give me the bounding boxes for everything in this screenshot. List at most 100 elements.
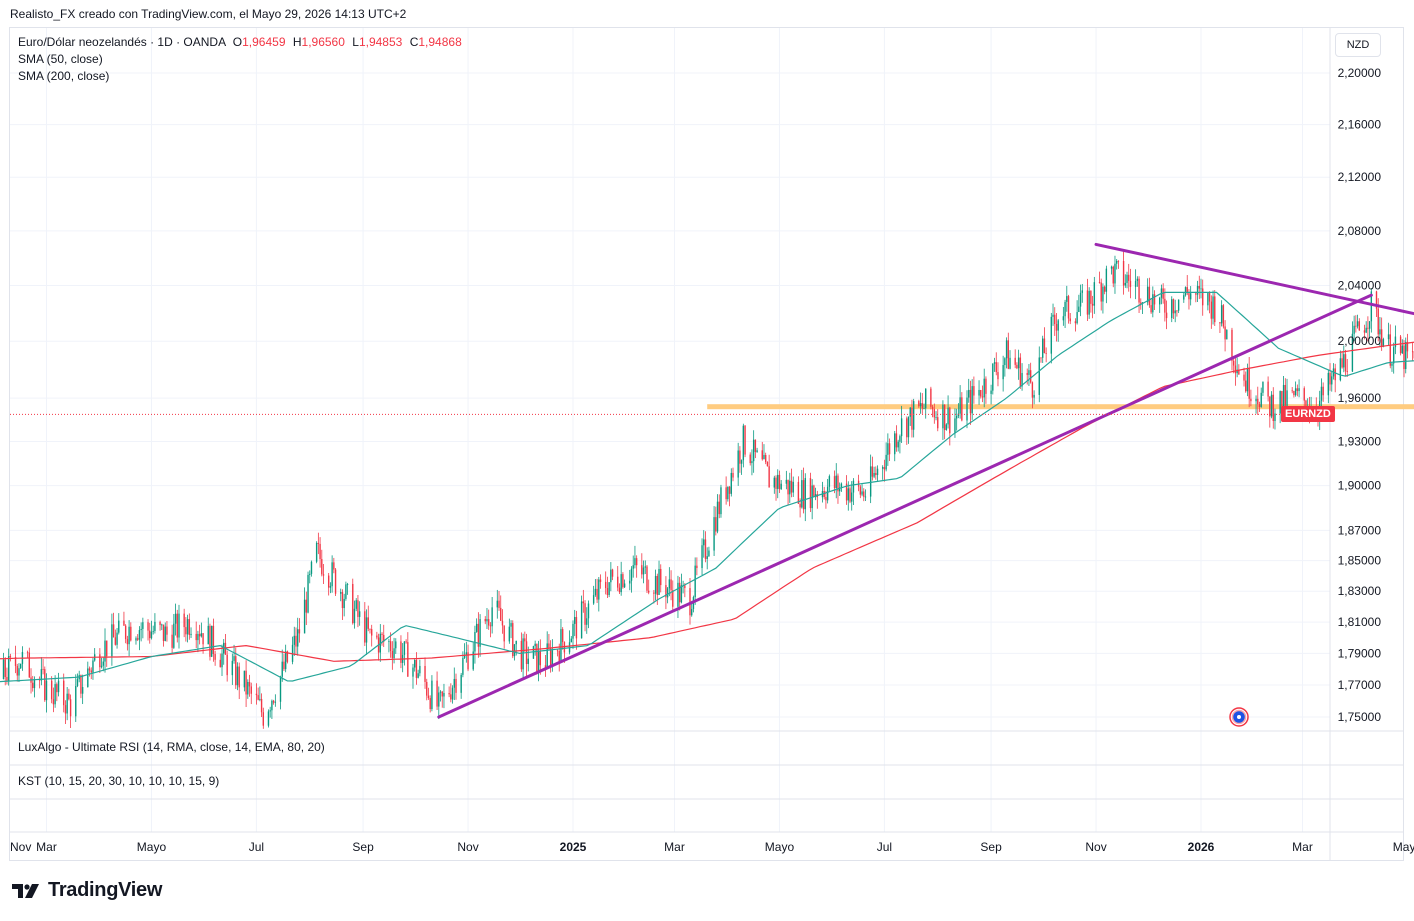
candle-528 <box>1110 265 1113 275</box>
candle-175 <box>259 686 261 702</box>
candle-617 <box>1322 382 1324 402</box>
candle-377 <box>744 424 746 458</box>
tradingview-logo-text: TradingView <box>48 879 163 901</box>
candle-397 <box>792 476 794 497</box>
candle-437 <box>888 438 891 461</box>
candle-339 <box>654 569 657 601</box>
candle-462 <box>949 406 951 446</box>
candle-650 <box>1403 340 1405 378</box>
legend-open-label: O <box>232 35 243 49</box>
candle-85 <box>42 658 44 675</box>
candle-546 <box>1152 286 1154 318</box>
candle-485 <box>1005 337 1008 369</box>
candle-386 <box>766 461 769 467</box>
candle-349 <box>678 577 681 611</box>
indicator-kst-title[interactable]: KST (10, 15, 20, 30, 10, 10, 10, 15, 9) <box>18 774 220 788</box>
candle-634 <box>1365 321 1367 334</box>
candle-385 <box>765 452 767 465</box>
candle-272 <box>491 597 493 634</box>
candle-469 <box>968 378 970 403</box>
candle-486 <box>1007 332 1009 370</box>
candle-573 <box>1219 322 1221 334</box>
candle-104 <box>88 666 91 677</box>
candle-579 <box>1232 357 1235 374</box>
candle-601 <box>1284 378 1287 411</box>
candle-345 <box>668 567 671 597</box>
candle-264 <box>474 625 476 664</box>
x-tick-4: Jul <box>249 840 264 854</box>
candle-180 <box>271 699 273 720</box>
candle-275 <box>500 595 502 622</box>
candle-309 <box>582 589 585 613</box>
candle-118 <box>123 611 125 626</box>
candle-323 <box>617 566 619 592</box>
candle-535 <box>1126 271 1128 289</box>
candle-548 <box>1159 296 1161 313</box>
candle-640 <box>1379 316 1381 347</box>
candle-134 <box>161 623 163 631</box>
candle-190 <box>295 627 297 654</box>
candle-412 <box>828 474 831 492</box>
chart-frame <box>9 27 1404 861</box>
x-tick-3: Mayo <box>137 840 167 854</box>
candle-148 <box>195 621 197 649</box>
candle-365 <box>716 494 719 534</box>
candle-211 <box>345 581 347 601</box>
candle-317 <box>599 574 602 589</box>
indicator-rsi-title[interactable]: LuxAlgo - Ultimate RSI (14, RMA, close, … <box>18 740 325 754</box>
y-tick-8: 1,90000 <box>1338 479 1382 493</box>
candle-558 <box>1183 292 1185 303</box>
currency-selector[interactable]: NZD <box>1335 33 1381 57</box>
y-tick-15: 1,75000 <box>1338 710 1382 724</box>
candle-503 <box>1050 312 1053 364</box>
symbol-price-tag: EURNZD <box>1281 406 1335 423</box>
tradingview-logo[interactable]: TradingView <box>12 879 162 902</box>
candle-240 <box>415 652 418 685</box>
candle-202 <box>322 563 325 585</box>
candle-219 <box>365 609 368 655</box>
candle-218 <box>364 602 366 647</box>
candle-322 <box>611 568 614 581</box>
candle-195 <box>307 571 309 614</box>
candle-608 <box>1303 386 1305 411</box>
candle-238 <box>412 663 414 689</box>
events-icon[interactable] <box>1229 707 1249 727</box>
candle-172 <box>250 682 252 705</box>
candle-343 <box>665 576 667 610</box>
sma200-layer <box>0 341 1414 662</box>
candle-595 <box>1270 391 1273 419</box>
candle-174 <box>257 687 259 701</box>
candle-80 <box>30 668 32 694</box>
candle-402 <box>804 473 806 522</box>
legend-sma200[interactable]: SMA (200, close) <box>18 69 110 83</box>
candle-420 <box>849 486 851 504</box>
candle-94 <box>64 700 67 724</box>
candle-524 <box>1100 278 1102 311</box>
y-tick-7: 1,93000 <box>1338 434 1382 448</box>
candle-554 <box>1172 298 1175 320</box>
candle-116 <box>116 627 118 649</box>
candle-114 <box>112 612 115 638</box>
x-tick-15: Mayo <box>1393 840 1414 854</box>
candle-252 <box>443 683 445 709</box>
candle-86 <box>44 666 46 702</box>
candle-374 <box>739 446 741 473</box>
candle-128 <box>147 619 149 641</box>
candle-303 <box>568 630 571 655</box>
candle-533 <box>1122 251 1125 295</box>
candle-357 <box>696 557 698 576</box>
candle-407 <box>816 490 819 509</box>
candle-456 <box>935 411 937 421</box>
candle-517 <box>1081 283 1083 303</box>
candle-199 <box>317 532 320 555</box>
candle-74 <box>16 663 18 682</box>
candle-326 <box>622 572 624 589</box>
candle-196 <box>309 570 311 584</box>
legend-sma50[interactable]: SMA (50, close) <box>18 52 103 66</box>
candle-624 <box>1341 350 1343 369</box>
candle-136 <box>164 622 166 642</box>
candle-83 <box>38 676 41 689</box>
candle-519 <box>1088 287 1090 319</box>
chart-caption: Realisto_FX creado con TradingView.com, … <box>10 7 407 21</box>
